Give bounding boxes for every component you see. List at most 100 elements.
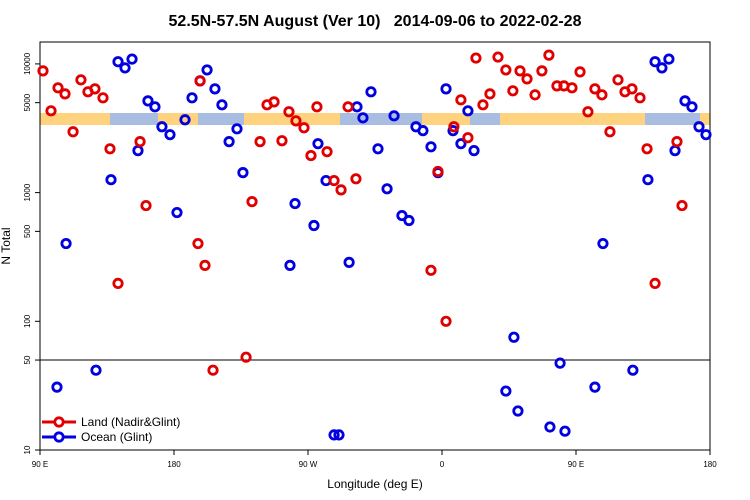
point	[470, 52, 482, 64]
point	[500, 385, 512, 397]
x-tick-label: 90 W	[299, 460, 318, 469]
point	[649, 277, 661, 290]
point	[186, 92, 198, 104]
point	[468, 145, 480, 157]
point	[612, 74, 624, 86]
point	[686, 101, 698, 113]
point	[500, 64, 512, 76]
point	[290, 115, 302, 127]
point	[254, 136, 266, 148]
legend-label: Land (Nadir&Glint)	[81, 415, 180, 429]
point	[642, 174, 654, 186]
point	[142, 95, 154, 107]
point	[589, 83, 601, 95]
point	[440, 315, 452, 327]
y-tick-label: 10	[23, 445, 32, 454]
point	[321, 146, 333, 158]
ocean-strip	[645, 113, 700, 125]
point	[119, 62, 131, 74]
point	[140, 199, 152, 212]
point	[381, 183, 393, 195]
point	[67, 126, 79, 138]
point	[507, 85, 519, 97]
point	[283, 106, 295, 118]
point	[440, 83, 452, 95]
point	[194, 75, 206, 87]
ocean-strip	[198, 113, 244, 125]
x-axis-label: Longitude (deg E)	[327, 477, 422, 491]
point	[357, 112, 369, 124]
point	[679, 95, 691, 107]
point	[508, 331, 520, 343]
point	[388, 110, 400, 122]
point	[597, 237, 609, 250]
point	[237, 167, 249, 179]
point	[312, 138, 324, 150]
point	[604, 126, 616, 138]
point	[298, 122, 310, 134]
point	[477, 99, 489, 111]
map-strip	[40, 113, 710, 125]
point	[425, 264, 437, 276]
x-tick-label: 0	[440, 460, 445, 469]
point	[59, 88, 71, 100]
point	[112, 56, 124, 68]
point	[455, 138, 467, 150]
point	[641, 143, 653, 155]
point	[289, 197, 301, 210]
point	[521, 73, 533, 85]
point	[37, 65, 49, 77]
x-tick-label: 180	[167, 460, 181, 469]
point	[223, 136, 235, 148]
point	[700, 129, 712, 141]
point	[343, 256, 355, 268]
point	[90, 364, 102, 376]
point	[566, 82, 578, 94]
point	[663, 53, 675, 65]
point	[365, 86, 377, 98]
point	[425, 141, 437, 153]
point	[656, 62, 668, 74]
point	[626, 83, 638, 95]
plot-frame	[39, 41, 711, 451]
point	[89, 83, 101, 95]
point	[105, 174, 117, 186]
point	[308, 219, 320, 232]
point	[512, 405, 524, 417]
point	[529, 89, 541, 101]
point	[216, 99, 228, 111]
point	[417, 125, 429, 137]
point	[514, 65, 526, 77]
point	[554, 357, 566, 369]
ocean-strip	[340, 113, 422, 125]
point	[333, 429, 345, 441]
x-tick-label: 180	[703, 460, 717, 469]
point	[149, 101, 161, 113]
point	[551, 80, 563, 92]
point	[97, 92, 109, 104]
point	[671, 136, 683, 148]
point	[240, 351, 252, 363]
point	[104, 143, 116, 155]
point	[311, 101, 323, 113]
point	[484, 88, 496, 100]
point	[126, 53, 138, 65]
point	[492, 51, 504, 63]
x-tick-label: 90 E	[568, 460, 584, 469]
point	[51, 381, 63, 393]
point	[164, 129, 176, 141]
point	[231, 123, 243, 135]
point	[305, 149, 317, 162]
point	[134, 136, 146, 148]
point	[192, 237, 204, 250]
point	[350, 173, 362, 185]
point	[649, 56, 661, 68]
point	[582, 106, 594, 118]
point	[462, 132, 474, 144]
series	[37, 49, 688, 376]
ocean-strip	[470, 113, 500, 125]
ocean-strip	[110, 113, 158, 125]
point	[432, 165, 444, 178]
